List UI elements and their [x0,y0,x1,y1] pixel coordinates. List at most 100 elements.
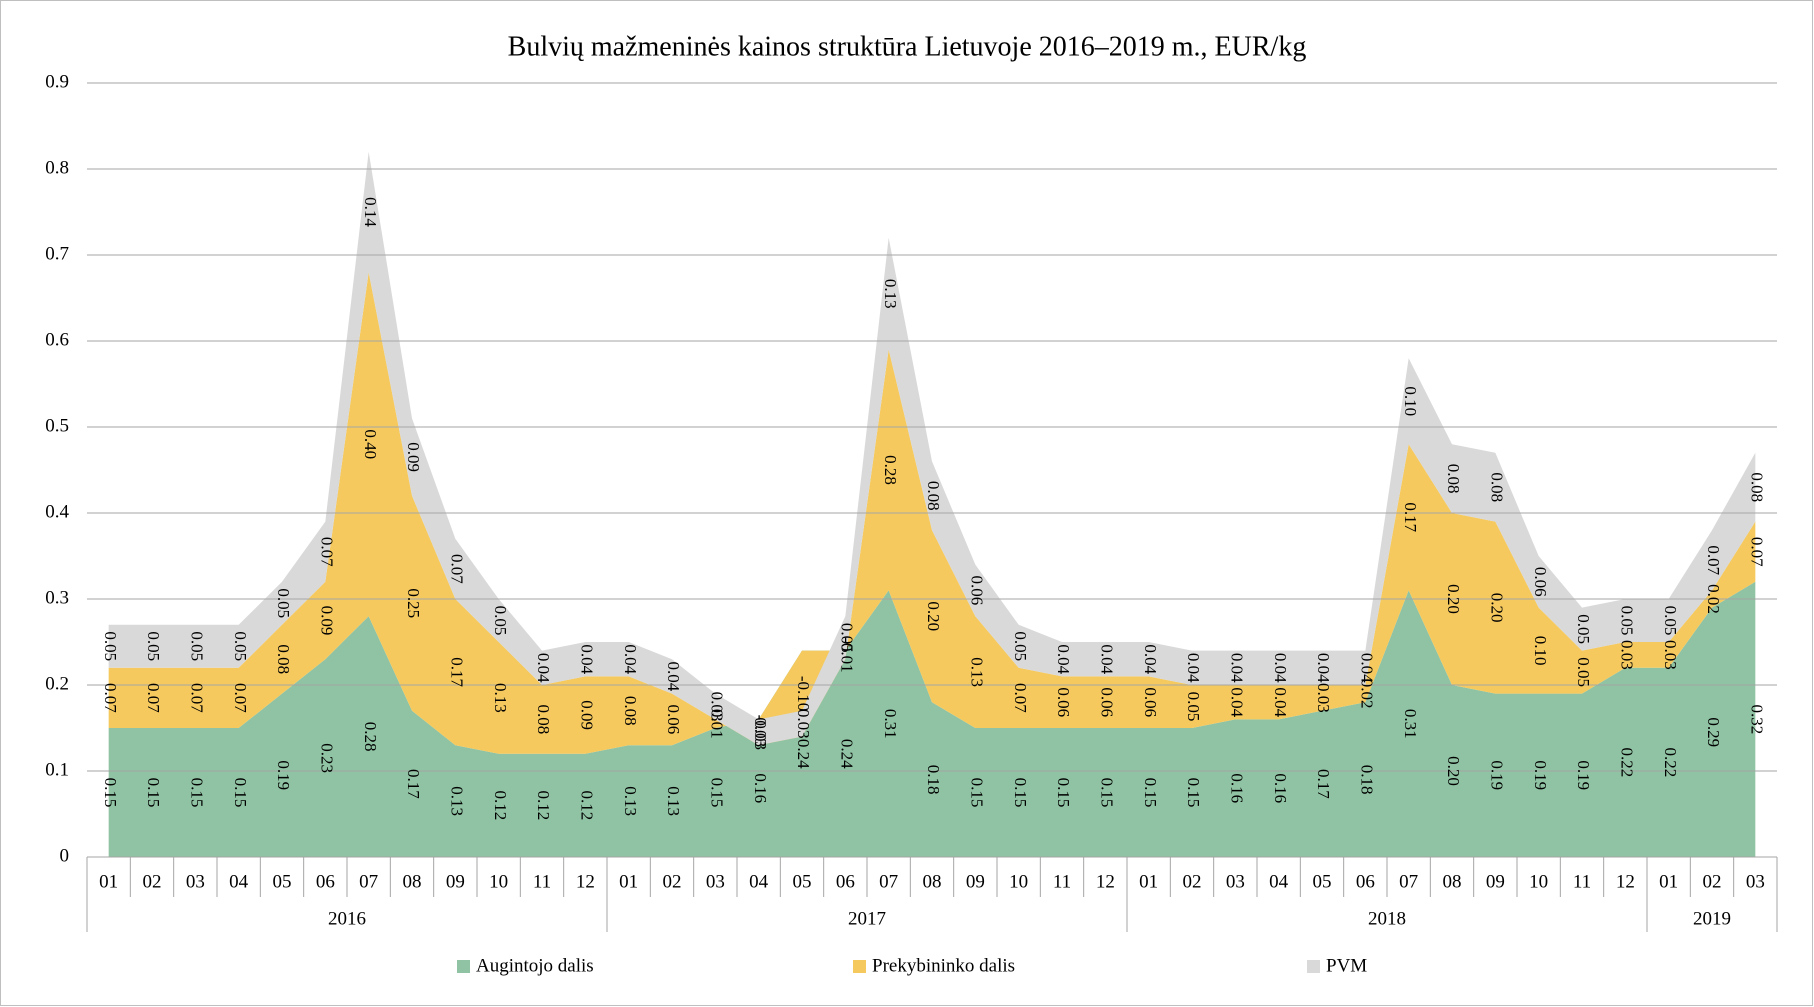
data-label: 0.19 [274,760,293,790]
data-label: 0.06 [664,705,683,735]
data-label: 0.06 [1054,687,1073,717]
data-label: 0.03 [794,709,813,739]
data-label: 0.07 [231,683,250,713]
y-tick-label: 0.6 [45,329,69,350]
data-label: 0.05 [274,588,293,618]
data-label: 0.08 [274,644,293,674]
data-label: 0.10 [1531,636,1550,666]
x-tick-label: 06 [836,871,855,892]
x-tick-label: 01 [619,871,638,892]
data-label: 0.04 [1357,653,1376,683]
x-tick-label: 04 [229,871,249,892]
data-label: 0.12 [534,791,553,821]
data-label: 0.19 [1574,760,1593,790]
x-tick-label: 08 [923,871,942,892]
y-tick-label: 0.9 [45,71,69,92]
data-label: 0.04 [577,644,596,674]
data-label: 0.06 [1531,567,1550,597]
data-label: 0.04 [1141,644,1160,674]
x-tick-label: 08 [403,871,422,892]
x-tick-label: 10 [1529,871,1548,892]
y-tick-label: 0.8 [45,157,69,178]
data-label: 0.19 [1531,760,1550,790]
data-label: 0.09 [317,606,336,636]
data-label: 0.05 [1617,606,1636,636]
data-label: 0.07 [447,554,466,584]
data-label: 0.13 [881,279,900,309]
data-label: 0.18 [1357,765,1376,795]
data-label: 0.05 [1184,692,1203,722]
chart-title: Bulvių mažmeninės kainos struktūra Lietu… [508,31,1307,62]
data-label: 0.02 [1704,584,1723,614]
data-label: 0.15 [967,778,986,808]
x-tick-label: 12 [1096,871,1115,892]
x-tick-label: 03 [1226,871,1245,892]
x-tick-label: 11 [1053,871,1071,892]
data-label: 0.13 [621,786,640,816]
y-tick-label: 0.5 [45,415,69,436]
group-label: 2016 [328,908,366,929]
data-label: 0.09 [577,700,596,730]
data-label: 0.06 [967,576,986,606]
data-label: 0.08 [1444,464,1463,494]
data-label: 0.16 [1271,773,1290,803]
data-label: 0.15 [707,778,726,808]
data-label: 0.04 [1227,653,1246,683]
data-label: 0.07 [1704,545,1723,575]
data-label: 0.08 [621,696,640,726]
data-label: 0.04 [1271,653,1290,683]
y-tick-label: 0 [60,845,70,866]
area [108,151,1756,746]
legend-label: Augintojo dalis [476,955,594,976]
data-label: 0.15 [187,778,206,808]
data-label: 0.14 [361,197,380,227]
x-tick-label: 05 [273,871,292,892]
data-label: 0.07 [144,683,163,713]
x-tick-label: 01 [99,871,118,892]
data-label: 0.04 [1271,687,1290,717]
x-tick-label: 07 [879,871,898,892]
data-label: 0.05 [491,606,510,636]
data-label: 0.08 [534,705,553,735]
data-label: 0.25 [404,588,423,618]
x-tick-label: 11 [533,871,551,892]
data-label: 0.17 [404,769,423,799]
x-tick-label: 08 [1443,871,1462,892]
data-label: 0.15 [144,778,163,808]
data-label: 0.28 [881,455,900,485]
data-label: 0.05 [231,631,250,661]
data-label: 0.03 [1661,640,1680,670]
data-label: 0.20 [924,601,943,631]
data-label: 0.15 [1011,778,1030,808]
x-tick-label: 03 [1746,871,1765,892]
group-label: 2017 [848,908,886,929]
data-label: 0.07 [1747,537,1766,567]
data-label: 0.13 [967,657,986,687]
data-label: 0.16 [751,773,770,803]
data-label: 0.32 [1747,705,1766,735]
data-label: 0.05 [187,631,206,661]
x-tick-label: 07 [1399,871,1418,892]
data-label: 0.20 [1444,584,1463,614]
data-label: 0.08 [1487,472,1506,502]
legend-swatch [457,960,470,973]
legend-label: Prekybininko dalis [872,955,1015,976]
x-tick-label: 11 [1573,871,1591,892]
x-tick-label: 05 [793,871,812,892]
legend-swatch [1307,960,1320,973]
data-label: 0.05 [1661,606,1680,636]
data-label: 0.04 [1097,644,1116,674]
data-label: 0.15 [231,778,250,808]
data-label: 0.03 [751,717,770,747]
data-label: 0.03 [1314,683,1333,713]
data-label: 0.03 [1617,640,1636,670]
data-label: 0.31 [881,709,900,739]
data-label: 0.15 [101,778,120,808]
x-tick-label: 02 [1703,871,1722,892]
data-label: 0.03 [707,692,726,722]
x-tick-label: 02 [1183,871,1202,892]
x-tick-label: 02 [143,871,162,892]
y-tick-label: 0.7 [45,243,69,264]
data-label: 0.15 [1184,778,1203,808]
